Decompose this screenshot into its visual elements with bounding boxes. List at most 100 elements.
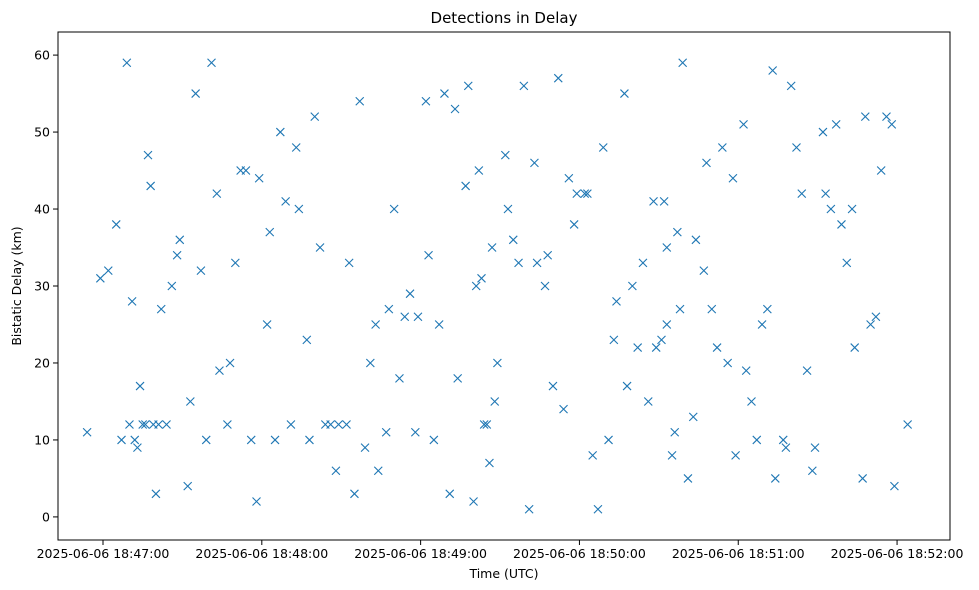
data-point	[373, 466, 383, 476]
data-point	[265, 227, 275, 237]
data-point	[821, 189, 830, 199]
data-point	[757, 320, 767, 329]
data-point	[492, 358, 502, 368]
data-point	[582, 189, 592, 199]
data-point	[305, 435, 314, 445]
data-point	[781, 443, 791, 453]
data-point	[807, 466, 817, 476]
data-point	[212, 189, 222, 199]
data-point	[683, 474, 693, 483]
data-point	[167, 281, 177, 291]
data-point	[490, 397, 500, 406]
data-point	[519, 81, 529, 91]
data-point	[503, 204, 513, 214]
data-point	[103, 266, 113, 275]
data-point	[270, 435, 280, 445]
data-point	[638, 258, 648, 268]
data-point	[262, 320, 272, 329]
data-point	[514, 258, 523, 268]
data-point	[890, 481, 899, 491]
data-point	[125, 420, 134, 429]
x-axis-ticks: 2025-06-06 18:47:00 2025-06-06 18:48:00 20…	[37, 540, 964, 561]
data-point	[731, 450, 740, 460]
data-point	[140, 420, 150, 429]
data-point	[649, 196, 658, 206]
data-point	[434, 320, 444, 329]
data-point	[572, 189, 582, 199]
data-point	[604, 435, 613, 445]
x-axis-label: Time (UTC)	[468, 566, 538, 581]
data-point	[350, 489, 359, 499]
data-point	[485, 458, 494, 468]
data-point	[215, 366, 224, 376]
x-tick-label: 2025-06-06 18:52:00	[831, 546, 964, 561]
data-point	[810, 443, 820, 453]
data-point	[564, 173, 574, 183]
data-point	[762, 304, 772, 314]
data-point	[802, 366, 812, 376]
data-point	[778, 435, 788, 445]
data-point	[230, 258, 240, 268]
data-point	[429, 435, 439, 445]
data-point	[138, 420, 148, 429]
data-point	[847, 204, 857, 214]
data-point	[400, 312, 410, 322]
data-point	[612, 297, 621, 306]
data-point	[355, 96, 365, 106]
data-point	[675, 304, 685, 314]
data-point	[818, 127, 828, 137]
data-point	[887, 119, 897, 129]
data-point	[207, 58, 216, 68]
data-point	[286, 420, 296, 429]
data-point	[667, 450, 677, 460]
data-point	[331, 466, 341, 476]
data-point	[453, 373, 463, 383]
data-point	[334, 420, 343, 429]
data-points	[82, 58, 913, 514]
data-point	[82, 427, 92, 437]
data-point	[797, 189, 807, 199]
data-point	[342, 420, 351, 429]
data-point	[651, 343, 661, 352]
data-point	[143, 150, 153, 160]
data-point	[154, 420, 163, 429]
data-point	[678, 58, 688, 68]
data-point	[508, 235, 518, 245]
data-point	[747, 397, 756, 406]
data-point	[146, 181, 156, 191]
data-point	[588, 450, 598, 460]
data-point	[135, 381, 145, 391]
data-point	[739, 119, 748, 129]
data-point	[770, 474, 780, 483]
data-point	[371, 320, 381, 329]
y-tick-label: 50	[34, 125, 50, 140]
data-point	[344, 258, 354, 268]
data-point	[699, 266, 709, 275]
data-point	[548, 381, 558, 391]
data-point	[593, 504, 603, 514]
x-tick-label: 2025-06-06 18:50:00	[513, 546, 646, 561]
data-point	[741, 366, 751, 376]
data-point	[792, 143, 801, 152]
data-point	[850, 343, 860, 352]
data-point	[421, 96, 431, 106]
data-point	[524, 504, 534, 514]
data-point	[413, 312, 423, 322]
data-point	[175, 235, 185, 245]
data-point	[477, 273, 486, 283]
data-point	[609, 335, 619, 345]
data-point	[365, 358, 375, 368]
data-point	[225, 358, 235, 368]
data-point	[294, 204, 304, 214]
data-point	[479, 420, 489, 429]
data-point	[688, 412, 698, 422]
data-point	[487, 243, 497, 252]
data-point	[471, 281, 481, 291]
y-tick-label: 40	[34, 202, 50, 217]
data-point	[482, 420, 492, 429]
data-point	[127, 297, 137, 306]
data-point	[183, 481, 193, 491]
data-point	[389, 204, 399, 214]
